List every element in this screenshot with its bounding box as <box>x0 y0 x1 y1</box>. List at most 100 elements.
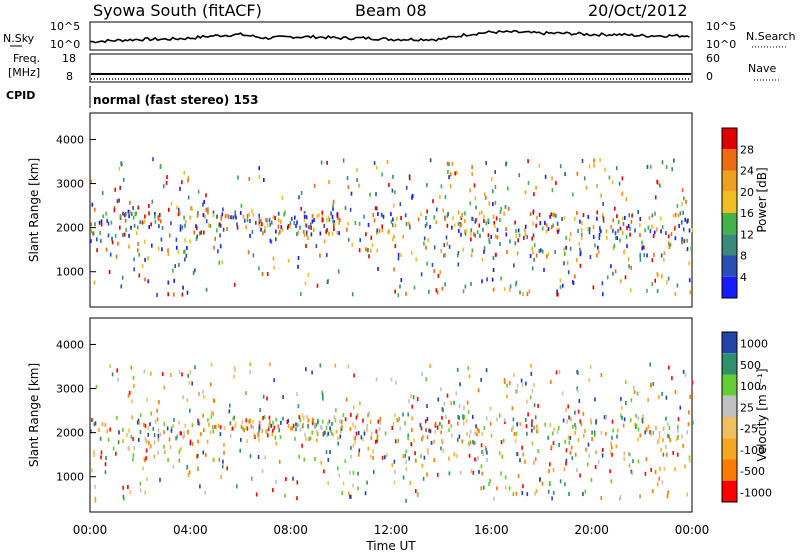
scatter-point <box>187 473 190 478</box>
scatter-point <box>558 228 560 233</box>
scatter-point <box>277 211 280 216</box>
scatter-point <box>504 204 507 209</box>
scatter-point <box>353 405 355 410</box>
scatter-point <box>378 427 381 432</box>
scatter-point <box>499 242 501 246</box>
scatter-point <box>509 239 511 244</box>
scatter-point <box>384 431 387 436</box>
scatter-point <box>197 189 200 194</box>
scatter-point <box>139 430 142 435</box>
scatter-point <box>90 429 92 434</box>
scatter-point <box>580 422 583 427</box>
scatter-point <box>257 455 260 459</box>
scatter-point <box>205 287 208 292</box>
scatter-point <box>472 414 474 419</box>
scatter-point <box>234 368 236 372</box>
scatter-point <box>237 175 239 180</box>
scatter-point <box>513 432 516 436</box>
scatter-point <box>478 211 481 216</box>
scatter-point <box>184 223 186 228</box>
scatter-point <box>252 419 254 424</box>
scatter-point <box>515 234 518 239</box>
scatter-point <box>392 237 394 242</box>
scatter-point <box>470 237 472 242</box>
scatter-point <box>661 225 664 229</box>
scatter-point <box>163 430 165 435</box>
scatter-point <box>253 433 255 438</box>
scatter-point <box>259 408 261 412</box>
scatter-point <box>515 431 518 436</box>
scatter-point <box>558 370 561 374</box>
scatter-point <box>223 450 225 455</box>
scatter-point <box>141 264 144 269</box>
scatter-point <box>181 372 183 377</box>
scatter-point <box>178 450 181 455</box>
scatter-point <box>94 496 97 501</box>
scatter-point <box>480 486 483 491</box>
scatter-point <box>286 420 289 425</box>
scatter-point <box>468 442 471 447</box>
scatter-point <box>93 422 96 427</box>
scatter-point <box>321 213 324 218</box>
nsearch-label: N.Search <box>746 30 796 43</box>
scatter-point <box>446 161 449 166</box>
scatter-point <box>303 214 306 219</box>
scatter-point <box>651 224 653 229</box>
scatter-point <box>663 251 666 256</box>
scatter-point <box>512 425 514 430</box>
scatter-point <box>175 436 177 441</box>
scatter-point <box>668 245 671 250</box>
scatter-point <box>306 415 308 420</box>
scatter-point <box>587 214 590 219</box>
scatter-point <box>421 463 424 468</box>
scatter-point <box>248 419 250 424</box>
scatter-point <box>223 426 226 430</box>
scatter-point <box>219 233 221 238</box>
scatter-point <box>614 231 617 236</box>
scatter-point <box>147 256 149 261</box>
scatter-point <box>537 449 539 453</box>
scatter-point <box>689 394 691 399</box>
velocity-colorbar-tick: 500 <box>740 359 761 372</box>
scatter-point <box>539 477 541 482</box>
scatter-point <box>532 233 535 238</box>
scatter-point <box>615 444 618 449</box>
scatter-point <box>506 383 508 388</box>
ytick-label: 2000 <box>56 427 84 440</box>
scatter-point <box>208 223 210 228</box>
scatter-point <box>144 277 146 282</box>
scatter-point <box>213 399 215 404</box>
scatter-point <box>630 288 632 293</box>
scatter-point <box>174 264 176 269</box>
colorbar-segment <box>722 149 737 171</box>
scatter-point <box>376 438 378 443</box>
scatter-point <box>483 249 485 254</box>
scatter-point <box>437 273 440 278</box>
scatter-point <box>422 476 425 481</box>
scatter-point <box>661 160 664 165</box>
scatter-point <box>133 384 135 388</box>
scatter-point <box>676 436 679 440</box>
cpid-label: CPID <box>6 89 35 102</box>
scatter-point <box>592 234 595 239</box>
scatter-point <box>363 429 366 434</box>
scatter-point <box>610 224 612 229</box>
scatter-point <box>331 422 333 426</box>
scatter-point <box>509 284 512 289</box>
scatter-point <box>301 443 303 448</box>
scatter-point <box>691 380 694 385</box>
scatter-point <box>273 425 276 430</box>
scatter-point <box>675 437 678 442</box>
scatter-point <box>195 224 197 229</box>
scatter-point <box>112 446 115 451</box>
scatter-point <box>344 459 347 464</box>
scatter-point <box>160 237 163 242</box>
scatter-point <box>485 161 487 166</box>
scatter-point <box>221 464 224 469</box>
scatter-point <box>590 420 593 425</box>
scatter-point <box>170 428 173 433</box>
scatter-point <box>463 415 466 420</box>
scatter-point <box>325 218 328 223</box>
scatter-point <box>249 233 251 238</box>
scatter-point <box>219 425 222 430</box>
